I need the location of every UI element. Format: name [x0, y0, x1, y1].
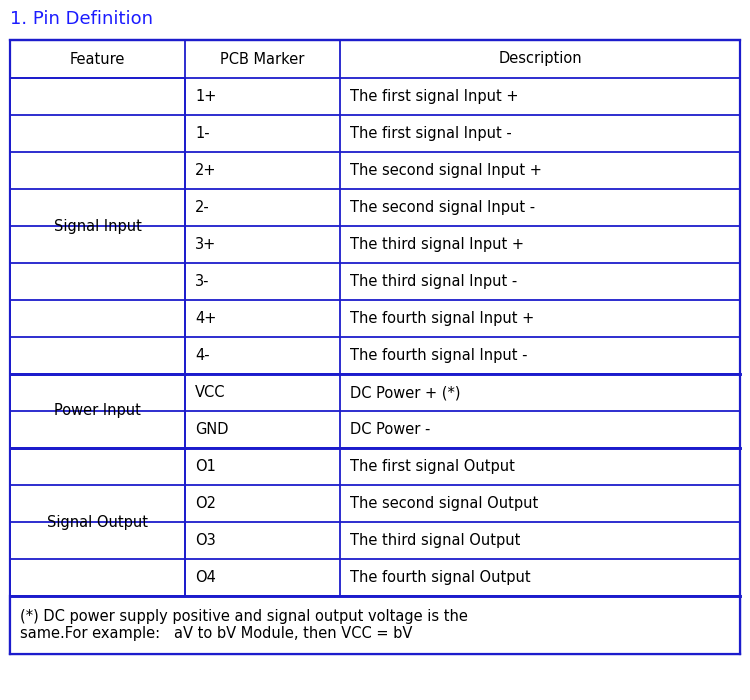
Text: 1+: 1+ [195, 89, 216, 104]
Text: 1. Pin Definition: 1. Pin Definition [10, 10, 153, 28]
Text: O4: O4 [195, 570, 216, 585]
Bar [10, 449, 184, 595]
Text: The fourth signal Input +: The fourth signal Input + [350, 311, 534, 326]
Text: The third signal Input -: The third signal Input - [350, 274, 518, 289]
Text: The second signal Input -: The second signal Input - [350, 200, 536, 215]
Text: The first signal Input -: The first signal Input - [350, 126, 512, 141]
Text: The third signal Output: The third signal Output [350, 533, 520, 548]
Text: DC Power -: DC Power - [350, 422, 430, 437]
Text: The fourth signal Input -: The fourth signal Input - [350, 348, 527, 363]
Text: PCB Marker: PCB Marker [220, 52, 304, 66]
Text: 1-: 1- [195, 126, 209, 141]
Text: Power Input: Power Input [54, 403, 141, 419]
Text: The second signal Output: The second signal Output [350, 496, 538, 511]
Text: Description: Description [498, 52, 582, 66]
Text: 3-: 3- [195, 274, 209, 289]
Text: 4-: 4- [195, 348, 209, 363]
Text: (*) DC power supply positive and signal output voltage is the
same.For example: : (*) DC power supply positive and signal … [20, 609, 468, 641]
Text: The second signal Input +: The second signal Input + [350, 163, 542, 178]
Text: O3: O3 [195, 533, 216, 548]
Text: 4+: 4+ [195, 311, 216, 326]
Text: Feature: Feature [70, 52, 125, 66]
Text: Signal Input: Signal Input [53, 218, 142, 234]
Bar [10, 596, 740, 654]
Text: 3+: 3+ [195, 237, 216, 252]
Bar [10, 40, 740, 654]
Text: VCC: VCC [195, 385, 226, 400]
Text: The first signal Input +: The first signal Input + [350, 89, 518, 104]
Text: The fourth signal Output: The fourth signal Output [350, 570, 531, 585]
Text: DC Power + (*): DC Power + (*) [350, 385, 460, 400]
Text: The third signal Input +: The third signal Input + [350, 237, 524, 252]
Text: Signal Output: Signal Output [47, 514, 148, 529]
Bar [10, 374, 184, 447]
Text: GND: GND [195, 422, 229, 437]
Bar [10, 79, 184, 373]
Text: 2-: 2- [195, 200, 210, 215]
Text: The first signal Output: The first signal Output [350, 459, 514, 474]
Text: 2+: 2+ [195, 163, 217, 178]
Text: O1: O1 [195, 459, 216, 474]
Text: O2: O2 [195, 496, 216, 511]
